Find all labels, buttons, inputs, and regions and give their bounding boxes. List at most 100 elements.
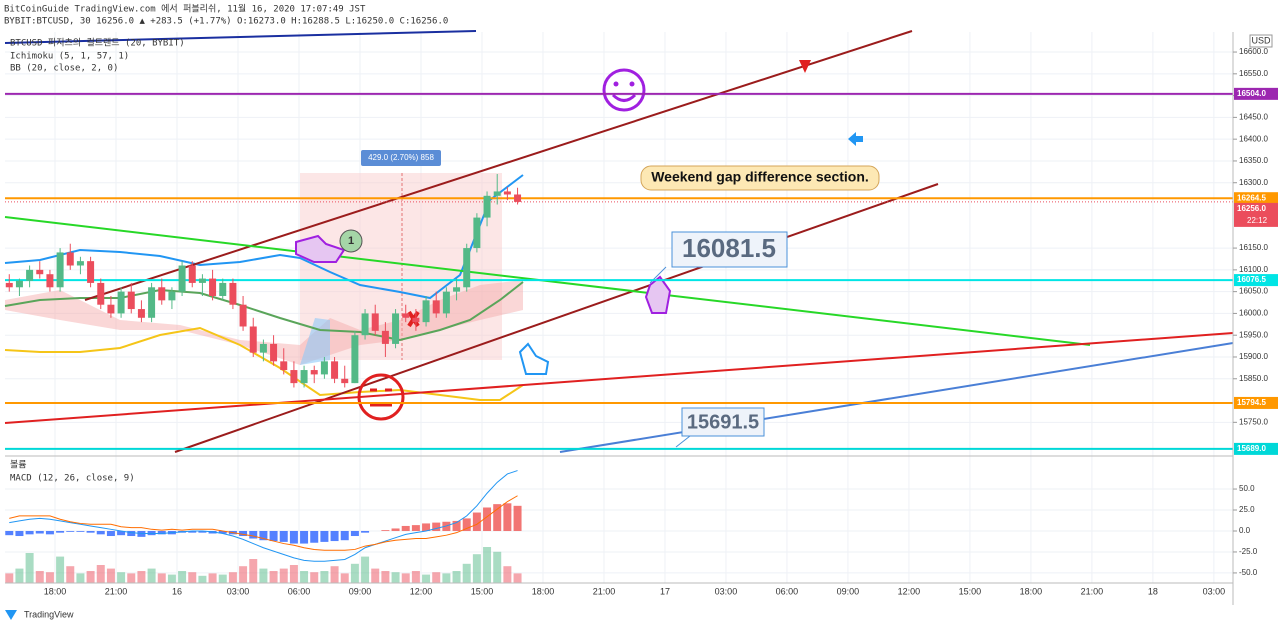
trend-line (4, 332, 1234, 424)
volume-bar (178, 571, 187, 583)
candle-body (198, 278, 206, 283)
indicator-label: BTCUSD 피지츠의 컬트랜드 (20, BYBIT) (10, 38, 185, 49)
macd-bar (361, 530, 370, 533)
macd-bar (157, 530, 166, 535)
y-tick-label: 16450.0 (1239, 112, 1268, 121)
candle-body (148, 287, 156, 318)
candle-body (46, 274, 54, 288)
x-tick-label: 09:00 (349, 586, 372, 596)
trend-line (174, 183, 939, 453)
y-tick-label: 16050.0 (1239, 287, 1268, 296)
macd-bar (340, 530, 349, 541)
candle-body (503, 191, 511, 195)
volume-bar (330, 566, 339, 583)
candle-body (168, 291, 176, 301)
macd-bar (381, 530, 390, 531)
frown (357, 373, 405, 421)
volume-bar (239, 566, 248, 583)
candle-body (412, 317, 420, 323)
marker-label: 1 (348, 235, 354, 247)
volume-bar (198, 575, 207, 583)
level-callout: 15691.5 (687, 411, 759, 433)
volume-bar (422, 574, 431, 583)
candle-body (76, 261, 84, 266)
volume-bar (310, 572, 319, 583)
volume-bar (361, 556, 370, 583)
candle-body (361, 313, 369, 336)
candle-body (432, 300, 440, 314)
candle-body (402, 313, 410, 318)
hand-icon (518, 342, 550, 375)
x-tick-label: 12:00 (898, 586, 921, 596)
candle-body (36, 269, 44, 275)
volume-bar (289, 565, 298, 583)
macd-bar (401, 525, 410, 531)
macd-bar (117, 530, 126, 536)
y-tick-label: 16150.0 (1239, 243, 1268, 252)
macd-bar (330, 530, 339, 542)
candle-body (97, 282, 105, 305)
candle-body (514, 194, 522, 202)
volume-bar (117, 572, 126, 583)
candle-body (107, 304, 115, 314)
macd-bar (96, 530, 105, 535)
candle-body (371, 313, 379, 331)
volume-bar (340, 573, 349, 583)
price-label-bg (1234, 87, 1278, 100)
x-tick-label: 03:00 (715, 586, 738, 596)
macd-bar (106, 530, 115, 537)
currency-box (1249, 34, 1273, 48)
price-label-bg (1234, 192, 1278, 205)
candle-body (341, 378, 349, 384)
volume-bar (401, 573, 410, 583)
macd-bar (66, 530, 75, 532)
y-tick-label: 16100.0 (1239, 265, 1268, 274)
countdown: 22:12 (1247, 216, 1268, 225)
volume-bar (493, 551, 502, 583)
volume-bar (56, 556, 65, 583)
symbol-line: BYBIT:BTCUSD, 30 16256.0 ▲ +283.5 (+1.77… (4, 17, 448, 27)
y-tick-label: 50.0 (1239, 484, 1255, 493)
trend-line (84, 30, 913, 301)
candle-body (453, 287, 461, 292)
macd-bar (462, 518, 471, 531)
x-tick-label: 09:00 (837, 586, 860, 596)
candle-body (392, 313, 400, 344)
candle-body (249, 326, 257, 353)
signal-line (9, 495, 518, 551)
macd-bar (432, 522, 441, 531)
macd-bar (35, 530, 44, 534)
macd-bar (310, 530, 319, 543)
volume-bar (45, 572, 54, 583)
macd-bar (483, 507, 492, 531)
macd-label: MACD (12, 26, close, 9) (10, 474, 135, 484)
measure-label-bg (361, 150, 441, 166)
current-price-label: 16256.0 (1237, 204, 1266, 213)
candle-body (178, 265, 186, 292)
volume-bar (167, 574, 176, 583)
volume-bar (218, 574, 227, 583)
candle-body (351, 335, 359, 384)
y-tick-label: 15750.0 (1239, 417, 1268, 426)
bb-upper (4, 174, 524, 300)
candle-body (320, 361, 328, 375)
x-tick-label: 15:00 (959, 586, 982, 596)
macd-bar (15, 530, 24, 537)
candle-body (209, 278, 217, 296)
x-tick-label: 06:00 (288, 586, 311, 596)
volume-bar (188, 572, 197, 583)
x-tick-label: 17 (660, 586, 670, 596)
x-tick-label: 06:00 (776, 586, 799, 596)
y-tick-label: 16550.0 (1239, 69, 1268, 78)
volume-bar (472, 554, 481, 583)
volume-bar (483, 547, 492, 583)
x-tick-label: 03:00 (1203, 586, 1226, 596)
bb-lower (4, 326, 524, 401)
candle-body (219, 282, 227, 296)
price-label-bg (1234, 274, 1278, 287)
x-tick-label: 21:00 (1081, 586, 1104, 596)
x-tick-label: 15:00 (471, 586, 494, 596)
y-tick-label: 15900.0 (1239, 352, 1268, 361)
